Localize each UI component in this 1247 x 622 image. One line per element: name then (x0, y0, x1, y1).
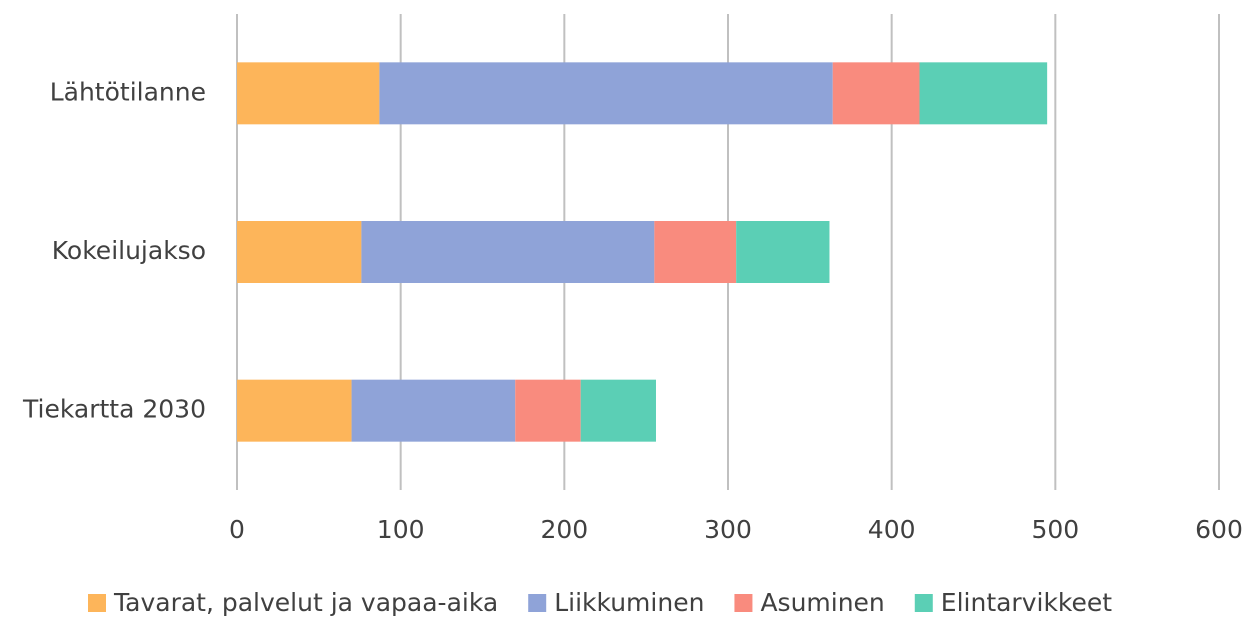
x-tick-label: 400 (868, 515, 916, 544)
bar-segment (515, 379, 581, 442)
bar-segment (237, 62, 380, 125)
x-tick-label: 300 (704, 515, 752, 544)
bar-segment (351, 379, 516, 442)
legend-swatch (88, 594, 106, 612)
legend-swatch (734, 594, 753, 612)
bar-segment (580, 379, 656, 442)
bar-segment (736, 221, 830, 283)
bar-segment (654, 221, 737, 283)
y-tick-label: Tiekartta 2030 (22, 395, 206, 424)
x-tick-label: 100 (377, 515, 425, 544)
x-tick-label: 0 (229, 515, 245, 544)
bar-segment (237, 221, 362, 283)
legend-swatch (528, 594, 547, 612)
legend-label: Asuminen (760, 588, 884, 617)
bar-segment (919, 62, 1048, 125)
x-tick-label: 200 (540, 515, 588, 544)
x-tick-label: 500 (1031, 515, 1079, 544)
y-tick-label: Kokeilujakso (52, 236, 206, 265)
bar-segment (237, 379, 352, 442)
legend-label: Liikkuminen (554, 588, 704, 617)
bar-segment (361, 221, 655, 283)
x-tick-label: 600 (1195, 515, 1243, 544)
bar-segment (379, 62, 833, 125)
legend-label: Elintarvikkeet (941, 588, 1112, 617)
legend-swatch (914, 594, 933, 612)
y-tick-label: Lähtötilanne (50, 77, 206, 106)
bar-segment (832, 62, 920, 125)
legend-label: Tavarat, palvelut ja vapaa-aika (113, 588, 498, 617)
